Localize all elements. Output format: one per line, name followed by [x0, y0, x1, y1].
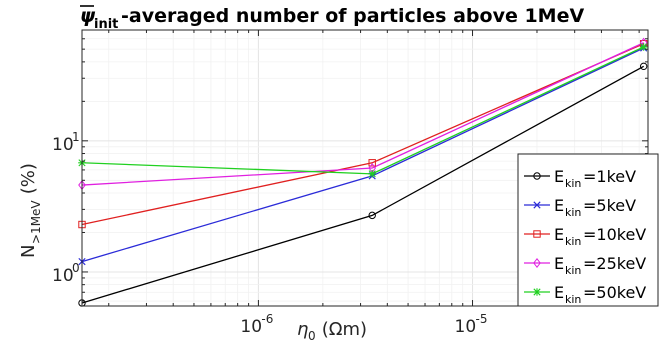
legend-subscript: kin: [565, 206, 581, 219]
title-symbol: ψ: [80, 5, 96, 27]
legend-subscript: kin: [565, 177, 581, 190]
legend-marker: [533, 172, 541, 180]
legend-prefix: E: [554, 283, 564, 302]
x-tick-label-exponent: -5: [476, 312, 488, 326]
legend-marker: [533, 257, 541, 269]
data-point-5: [639, 43, 648, 51]
x-tick-label: 10: [240, 317, 262, 337]
chart-title: ψ init -averaged number of particles abo…: [80, 5, 584, 32]
legend-marker: [533, 288, 541, 296]
x-label-unit: (Ωm): [316, 319, 367, 340]
series-line-3: [81, 43, 644, 226]
title-subscript: init: [94, 17, 118, 32]
y-tick-label: 10: [52, 266, 74, 286]
legend-prefix: E: [554, 196, 564, 215]
legend-label: =10keV: [583, 225, 646, 244]
y-axis-label: N >1MeV (%): [18, 163, 43, 258]
legend-label: =25keV: [583, 254, 646, 273]
legend-prefix: E: [554, 225, 564, 244]
legend-subscript: kin: [565, 264, 581, 277]
data-point-1: [368, 211, 376, 220]
y-tick-label: 10: [52, 135, 74, 155]
legend-label: =1keV: [583, 167, 636, 186]
x-tick-label: 10: [455, 317, 477, 337]
legend-subscript: kin: [565, 293, 581, 306]
series-markers: [78, 37, 648, 307]
legend-marker: [533, 230, 541, 238]
y-tick-label-exponent: 1: [72, 130, 80, 144]
legend-prefix: E: [554, 167, 564, 186]
x-label-subscript: 0: [308, 329, 316, 343]
x-label-symbol: η: [297, 319, 308, 340]
data-point-1: [639, 62, 648, 71]
x-tick-label-exponent: -6: [261, 312, 273, 326]
y-tick-label-exponent: 0: [72, 261, 80, 275]
legend-box: [517, 153, 659, 307]
legend-label: =50keV: [583, 283, 646, 302]
y-label-subscript: >1MeV: [29, 200, 43, 244]
data-point-3: [368, 159, 376, 167]
y-label-unit: (%): [18, 163, 39, 200]
y-label-symbol: N: [18, 245, 39, 258]
legend-label: =5keV: [583, 196, 636, 215]
title-text: -averaged number of particles above 1MeV: [121, 5, 584, 27]
legend-subscript: kin: [565, 235, 581, 248]
x-axis-label: η 0 (Ωm): [297, 319, 367, 343]
legend-prefix: E: [554, 254, 564, 273]
data-point-5: [368, 170, 377, 178]
legend-marker: [533, 201, 541, 209]
series-line-1: [81, 65, 644, 304]
series-line-4: [81, 42, 644, 186]
